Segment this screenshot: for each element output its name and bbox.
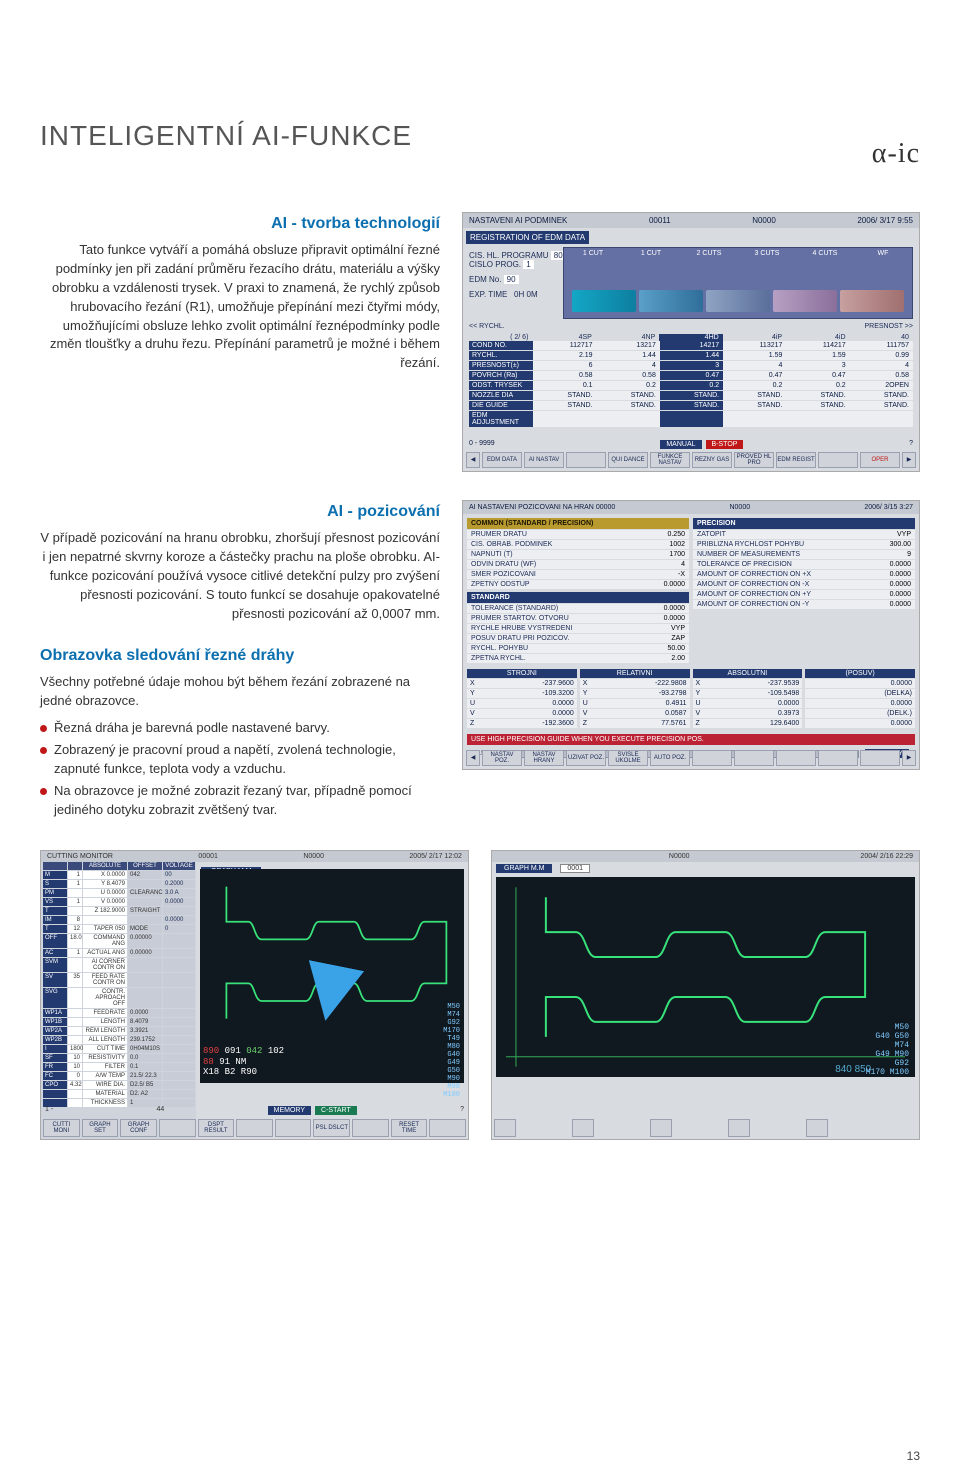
scr3-footbtn[interactable]: GRAPH CONF <box>120 1119 157 1137</box>
section1-title: AI - tvorba technologií <box>40 212 440 235</box>
scr3-cstart[interactable]: C-START <box>315 1106 357 1115</box>
scr3-footbtn[interactable] <box>275 1119 312 1137</box>
scr3-footbtn[interactable] <box>429 1119 466 1137</box>
scr1-help-icon[interactable]: ? <box>909 440 913 449</box>
section1-body: Tato funkce vytváří a pomáhá obsluze při… <box>40 241 440 373</box>
scr3-footbtn[interactable]: RESET TIME <box>391 1119 428 1137</box>
scr2-footbtn[interactable]: ◀ <box>466 750 480 766</box>
scr2-title: AI NASTAVENI POZICOVANI NA HRAN 00000 <box>469 504 615 511</box>
scr1-table: ( 2/ 6)4SP4NP4HD4iP4iD40 COND NO.1127171… <box>469 334 913 427</box>
scr1-footbtn[interactable] <box>566 452 606 468</box>
section2-title: AI - pozicování <box>40 500 440 523</box>
scr3-toolpath <box>200 869 464 1054</box>
scr3-title: CUTTING MONITOR <box>47 853 113 860</box>
scr3-digits: 890 091 042 10288 91 NMX18 B2 R90 <box>203 1046 284 1077</box>
scr1-date: 2006/ 3/17 9:55 <box>857 216 913 225</box>
bullet-item: Řezná dráha je barevná podle nastavené b… <box>40 719 440 738</box>
scr2-pane2-hd: PRECISION <box>693 518 915 529</box>
scr2-date: 2006/ 3/15 3:27 <box>864 504 913 511</box>
scr4-stage: 840 850 <box>496 877 915 1077</box>
scr4-status: M50G40 G50M74G49 M90G92M170 M100 <box>866 1023 909 1077</box>
scr4-toolpath: 840 850 <box>496 877 915 1077</box>
scr2-footbtn[interactable] <box>860 750 900 766</box>
scr3-footbtn[interactable]: CUTTI MONI <box>43 1119 80 1137</box>
scr2-footbtn[interactable] <box>818 750 858 766</box>
scr1-titlenum: 00011 <box>649 216 671 225</box>
scr3-footbtn[interactable]: GRAPH SET <box>82 1119 119 1137</box>
scr1-footbtn[interactable]: ▶ <box>902 452 916 468</box>
scr3-titleo: 00001 <box>198 853 217 860</box>
scr1-footbtn[interactable]: REZNY GAS <box>692 452 732 468</box>
scr2-warning: USE HIGH PRECISION GUIDE WHEN YOU EXECUT… <box>467 734 915 745</box>
scr4-graphhead: GRAPH M.M <box>496 864 552 873</box>
scr1-footbtn[interactable]: ◀ <box>466 452 480 468</box>
scr2-footbtn[interactable]: NASTAV HRANY <box>524 750 564 766</box>
scr3-footbtn[interactable] <box>236 1119 273 1137</box>
section3-bullets: Řezná dráha je barevná podle nastavené b… <box>40 719 440 819</box>
screenshot-cutting-monitor: CUTTING MONITOR 00001 N0000 2005/ 2/17 1… <box>40 850 469 1140</box>
scr1-footbtn[interactable]: FUNKCE NASTAV <box>650 452 690 468</box>
scr3-botr: 44 <box>157 1106 165 1115</box>
scr3-help-icon[interactable]: ? <box>460 1106 464 1115</box>
scr1-footbtn[interactable]: PROVED HL PRO <box>734 452 774 468</box>
scr2-titlen: N0000 <box>729 504 750 511</box>
scr2-pane1-hd: COMMON (STANDARD / PRECISION) <box>467 518 689 529</box>
scr1-bstop-btn[interactable]: B-STOP <box>706 440 744 449</box>
scr4-no: 0001 <box>560 864 590 873</box>
scr2-footbtn[interactable]: UZIVAT POZ. <box>566 750 606 766</box>
scr3-left-panel: EE.CUE ABSOLUTEOFFSETVOLTAGEM1X 0.000004… <box>41 851 196 1139</box>
scr2-footbtn[interactable]: AUTO POZ. <box>650 750 690 766</box>
bullet-item: Zobrazený je pracovní proud a napětí, zv… <box>40 741 440 779</box>
section2-body: V případě pozicování na hranu obrobku, z… <box>40 529 440 623</box>
scr1-footbtn[interactable]: EDM REGIST <box>776 452 816 468</box>
scr3-footbtn[interactable] <box>352 1119 389 1137</box>
scr2-standard-hd: STANDARD <box>467 592 689 603</box>
page-title: INTELIGENTNÍ AI-FUNKCE <box>40 120 920 152</box>
scr4-titlen: N0000 <box>669 853 690 860</box>
scr1-registration-label: REGISTRATION OF EDM DATA <box>466 231 589 244</box>
scr1-sidelabels: CIS. HL. PROGRAMU 8000CISLO PROG. 1EDM N… <box>469 251 575 299</box>
scr3-botl: 1 - <box>45 1106 53 1115</box>
scr2-footbtn[interactable]: NASTAV POZ. <box>482 750 522 766</box>
page-number: 13 <box>907 1449 920 1463</box>
section3-title: Obrazovka sledování řezné dráhy <box>40 644 440 667</box>
scr1-footbtn[interactable]: AI NASTAV <box>524 452 564 468</box>
scr1-chart: 1 CUT1 CUT2 CUTS3 CUTS4 CUTSWF <box>563 247 913 319</box>
scr1-footbtn[interactable]: OPER <box>860 452 900 468</box>
scr3-status: M50M74G92M170T49M80G40G49G50M90M98M100 <box>443 1003 460 1099</box>
scr4-footbtn[interactable] <box>728 1119 750 1137</box>
scr1-footbtn[interactable]: QUI DANCE <box>608 452 648 468</box>
screenshot-graph: N0000 2004/ 2/16 22:29 GRAPH M.M 0001 AG… <box>491 850 920 1140</box>
scr4-footbtn[interactable] <box>572 1119 594 1137</box>
scr1-titlen: N0000 <box>752 216 776 225</box>
scr3-titlen: N0000 <box>303 853 324 860</box>
scr3-footbtn[interactable] <box>159 1119 196 1137</box>
scr3-memory[interactable]: MEMORY <box>268 1106 311 1115</box>
scr1-title: NASTAVENI AI PODMINEK <box>469 216 567 225</box>
scr3-footbtn[interactable]: PSL DSLCT <box>313 1119 350 1137</box>
scr4-footbtn[interactable] <box>806 1119 828 1137</box>
scr4-footbtn[interactable] <box>494 1119 516 1137</box>
scr1-manual-btn[interactable]: MANUAL <box>660 440 701 449</box>
scr3-footbtn[interactable]: DSPT RESULT <box>198 1119 235 1137</box>
scr3-date: 2005/ 2/17 12:02 <box>409 853 462 860</box>
section3-body: Všechny potřebné údaje mohou být během ř… <box>40 673 440 711</box>
bullet-item: Na obrazovce je možné zobrazit řezaný tv… <box>40 782 440 820</box>
scr2-footbtn[interactable] <box>776 750 816 766</box>
scr4-footbtn[interactable] <box>650 1119 672 1137</box>
scr1-axis-right: PRESNOST >> <box>864 323 913 330</box>
scr1-range: 0 - 9999 <box>469 440 495 449</box>
scr1-axis-left: << RYCHL. <box>469 323 505 330</box>
scr2-footbtn[interactable] <box>734 750 774 766</box>
brand-logo: α-ic <box>872 138 920 170</box>
scr1-footbtn[interactable]: EDM DATA <box>482 452 522 468</box>
scr1-footbtn[interactable] <box>818 452 858 468</box>
scr2-footbtn[interactable] <box>692 750 732 766</box>
scr4-date: 2004/ 2/16 22:29 <box>860 853 913 860</box>
scr2-footbtn[interactable]: SVISLE UKOLME <box>608 750 648 766</box>
screenshot-ai-technology: NASTAVENI AI PODMINEK 00011 N0000 2006/ … <box>462 212 920 472</box>
scr2-footbtn[interactable]: ▶ <box>902 750 916 766</box>
screenshot-positioning: AI NASTAVENI POZICOVANI NA HRAN 00000 N0… <box>462 500 920 770</box>
